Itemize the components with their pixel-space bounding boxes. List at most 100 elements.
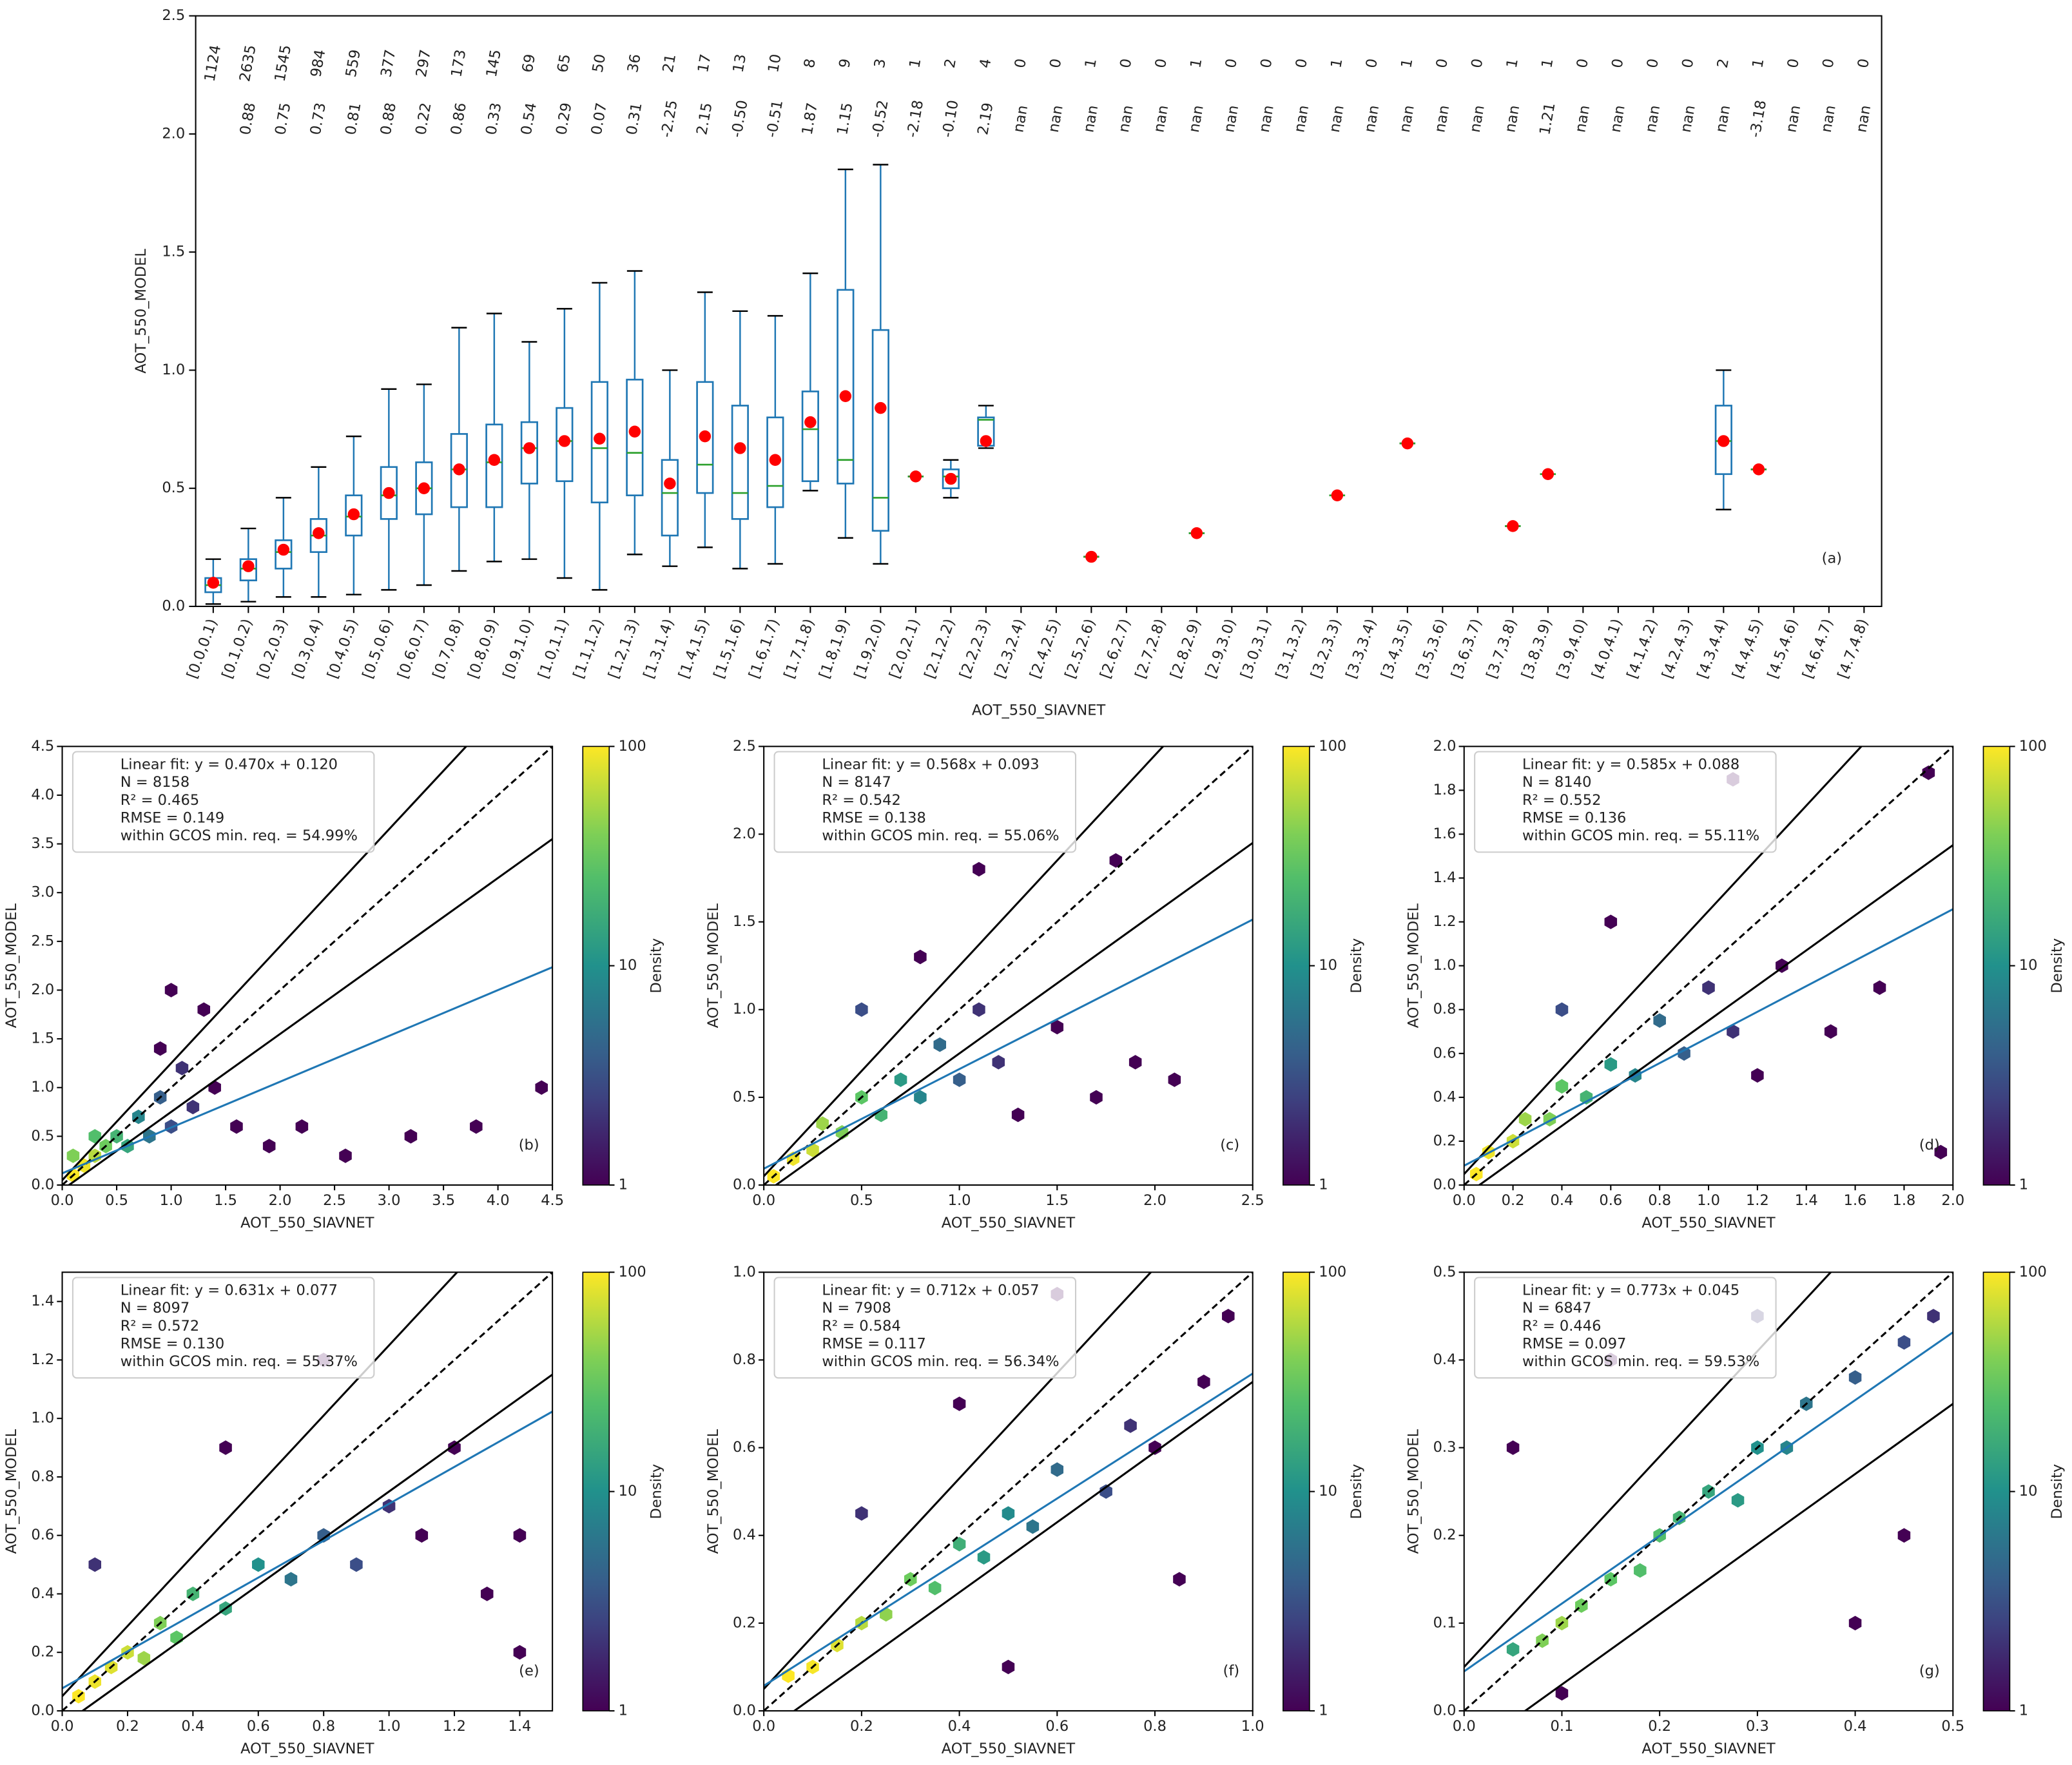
fit-line (62, 1411, 553, 1690)
x-tick-label: [1.6,1.7) (746, 617, 782, 681)
hex-cell (1873, 980, 1886, 995)
count-label: 0 (1152, 57, 1170, 70)
hexbin-panel: Linear fit: y = 0.712x + 0.057 N = 7908R²… (705, 1264, 1365, 1757)
y-tick-label: 0.5 (1433, 1264, 1457, 1280)
y-tick-label: 0.1 (1433, 1614, 1457, 1631)
x-axis-label: AOT_550_SIAVNET (972, 702, 1106, 719)
hex-cell (1653, 1013, 1666, 1028)
hex-cell (1128, 1055, 1142, 1070)
hex-cell (295, 1119, 309, 1134)
stat-label: nan (1502, 104, 1523, 133)
hex-cell (1555, 1002, 1569, 1018)
x-tick-label: [2.7,2.8) (1132, 617, 1169, 681)
x-tick-label: [2.4,2.5) (1027, 617, 1063, 681)
x-tick-label: [0.9,1.0) (500, 617, 537, 681)
annotation-box (72, 1277, 375, 1379)
hex-cell (339, 1148, 352, 1163)
y-tick-label: 1.0 (31, 1079, 54, 1095)
y-tick-label: 2.5 (733, 738, 756, 755)
mean-dot (1401, 437, 1414, 450)
stat-label: nan (1150, 104, 1172, 133)
stat-label: 0.73 (307, 101, 329, 136)
x-tick-label: [3.3,3.4) (1343, 617, 1380, 681)
stat-label: 0.75 (272, 101, 294, 136)
colorbar-tick-label: 1 (619, 1702, 628, 1719)
x-tick-label: 0.4 (1551, 1192, 1574, 1209)
y-axis-label: AOT_550_MODEL (3, 903, 20, 1028)
x-tick-label: 1.2 (443, 1718, 466, 1735)
hex-cell (855, 1002, 868, 1018)
stat-label: nan (1256, 104, 1277, 133)
count-label: 377 (378, 48, 399, 79)
count-label: 17 (695, 53, 715, 74)
y-tick-label: 0.0 (162, 598, 185, 615)
hex-cell (1604, 914, 1618, 929)
hex-cell (953, 1537, 966, 1552)
plot-frame (61, 1271, 554, 1712)
colorbar-tick-label: 10 (1319, 957, 1337, 974)
panel-label: (a) (1822, 550, 1842, 567)
hex-cell (894, 1072, 907, 1087)
count-label: 0 (1012, 57, 1030, 70)
y-tick-label: 0.4 (31, 1585, 54, 1602)
x-tick-label: [0.4,0.5) (324, 617, 361, 681)
hex-cell (175, 1061, 189, 1075)
x-tick-label: [1.5,1.6) (711, 617, 748, 681)
hex-cell (153, 1041, 167, 1056)
y-tick-label: 1.5 (733, 913, 756, 930)
annotation-line: Linear fit: y = 0.585x + 0.088 (1522, 757, 1739, 773)
colorbar-tick-label: 10 (619, 1483, 637, 1500)
y-tick-label: 0.2 (733, 1614, 756, 1631)
count-label: 0 (1468, 57, 1486, 70)
panel-label: (f) (1223, 1663, 1240, 1679)
hex-cell (1506, 1642, 1520, 1657)
hex-cell (1727, 1024, 1739, 1039)
mean-dot (242, 560, 255, 572)
x-tick-label: 1.2 (1746, 1192, 1769, 1209)
y-tick-label: 0.8 (31, 1468, 54, 1485)
count-label: 0 (1433, 57, 1451, 70)
x-tick-label: 0.6 (1599, 1192, 1622, 1209)
stat-label: -0.50 (728, 99, 751, 139)
mean-dot (488, 454, 501, 466)
mean-dot (980, 435, 992, 447)
y-tick-label: 0.4 (1433, 1351, 1457, 1368)
annotation-line: R² = 0.572 (121, 1318, 199, 1335)
x-tick-label: 0.5 (105, 1192, 128, 1209)
stat-label: 1.15 (834, 101, 856, 136)
count-label: 1 (1082, 57, 1100, 70)
fit-line (62, 966, 553, 1175)
hex-cell (1751, 1068, 1764, 1083)
hex-cell (1922, 765, 1935, 780)
hex-cell (1604, 1057, 1618, 1072)
mean-dot (1331, 489, 1344, 501)
x-tick-label: 1.0 (160, 1192, 183, 1209)
x-tick-label: 0.2 (116, 1718, 139, 1735)
x-tick-label: [1.8,1.9) (816, 617, 853, 681)
y-tick-label: 0.6 (1433, 1045, 1457, 1061)
count-label: 4 (976, 57, 994, 70)
stat-label: nan (1678, 104, 1699, 133)
y-tick-label: 2.0 (733, 825, 756, 842)
stat-label: 0.29 (553, 101, 575, 136)
hex-cell (219, 1440, 232, 1455)
count-label: 2 (1714, 57, 1732, 70)
y-tick-label: 1.5 (162, 244, 185, 260)
hex-cell (1168, 1072, 1181, 1087)
y-tick-label: 0.0 (31, 1702, 54, 1719)
x-tick-label: [2.2,2.3) (956, 617, 993, 681)
x-tick-label: [3.8,3.9) (1518, 617, 1555, 681)
colorbar-tick-label: 10 (1319, 1483, 1337, 1500)
x-axis-label: AOT_550_SIAVNET (942, 1215, 1076, 1231)
x-tick-label: [1.9,2.0) (851, 617, 888, 681)
x-tick-label: 0.0 (752, 1718, 775, 1735)
x-tick-label: 0.8 (312, 1718, 335, 1735)
hex-cell (1927, 1309, 1940, 1324)
y-axis-label: AOT_550_MODEL (133, 249, 150, 374)
hex-cell (933, 1037, 947, 1052)
colorbar-label: Density (2049, 938, 2066, 994)
hex-cell (1002, 1659, 1015, 1675)
y-tick-label: 3.0 (31, 884, 54, 901)
hex-cell (262, 1139, 276, 1153)
colorbar-tick-label: 100 (2019, 1264, 2047, 1280)
